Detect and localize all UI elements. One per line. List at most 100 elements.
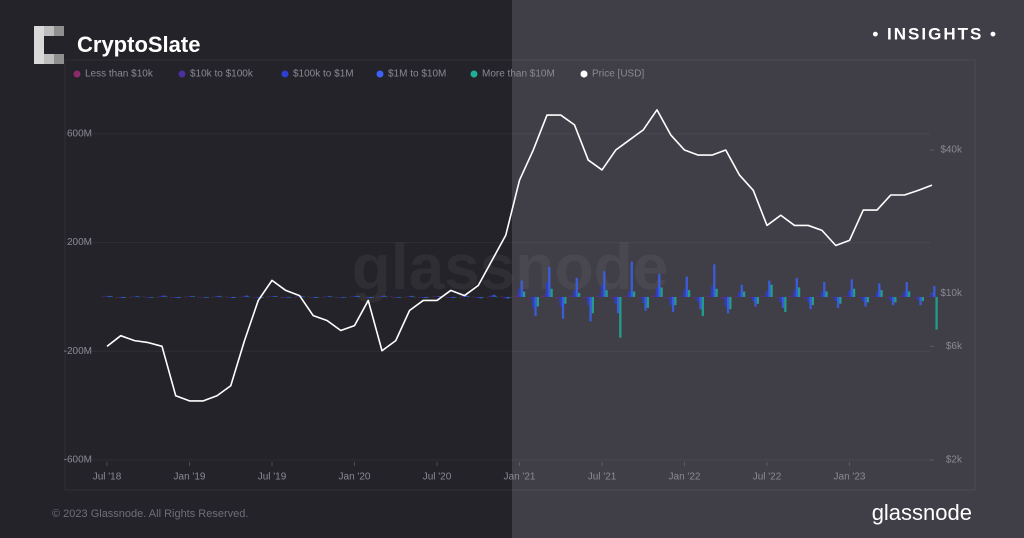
flow-bar (779, 296, 782, 303)
flow-bar (344, 296, 347, 298)
flow-bar (289, 296, 292, 298)
flow-bar (839, 296, 842, 304)
flow-bar (701, 296, 704, 316)
flow-bar (781, 296, 785, 308)
flow-bar (516, 294, 519, 297)
flow-bar (761, 296, 764, 297)
flow-bar (328, 296, 331, 297)
footer-logo: glassnode (872, 500, 972, 525)
flow-bar (706, 296, 709, 297)
flow-bar (296, 296, 299, 298)
flow-bar (804, 296, 808, 299)
chart-frame (64, 59, 976, 491)
flow-bar (133, 296, 136, 297)
flow-bar (825, 291, 828, 297)
flow-bar (197, 296, 200, 298)
y2-tick-label: $6k (946, 341, 963, 352)
legend-label: $10k to $100k (190, 69, 254, 80)
flow-bar (275, 296, 278, 297)
flow-bar (639, 296, 643, 299)
x-tick-label: Jan '21 (504, 472, 536, 483)
flow-bar (536, 296, 539, 307)
flow-bar (683, 289, 686, 297)
flow-bar (362, 296, 365, 298)
flow-bar (495, 296, 498, 298)
flow-bar (486, 296, 489, 298)
flow-bar (183, 296, 187, 298)
flow-bar (795, 277, 798, 297)
flow-bar (626, 295, 629, 297)
flow-bar (610, 296, 613, 298)
flow-bar (355, 295, 358, 297)
flow-bar (417, 296, 420, 298)
flow-bar (756, 296, 759, 304)
flow-bar (685, 276, 688, 297)
flow-bar (875, 292, 879, 297)
flow-bar (889, 296, 892, 301)
flow-bar (912, 296, 915, 298)
flow-bar (419, 296, 423, 298)
flow-bar (921, 296, 924, 302)
flow-bar (807, 296, 810, 302)
flow-bar (284, 296, 287, 298)
flow-bar (518, 288, 521, 297)
flow-bar (891, 296, 895, 306)
flow-bar (591, 296, 594, 314)
y-tick-label: -200M (64, 346, 92, 357)
flow-bar (149, 296, 152, 298)
flow-bar (616, 296, 620, 314)
flow-bar (504, 296, 507, 299)
flow-bar (820, 291, 824, 297)
flow-bar (559, 296, 562, 307)
flow-bar (339, 296, 342, 298)
y2-tick-label: $10k (940, 288, 963, 299)
flow-bar (348, 296, 352, 298)
flow-bar (852, 288, 856, 297)
flow-bar (541, 295, 544, 297)
flow-bar (658, 273, 661, 297)
flow-bar (192, 296, 196, 297)
flow-bar (406, 296, 409, 298)
flow-bar (747, 296, 750, 298)
x-tick-label: Jan '23 (834, 472, 866, 483)
flow-bar (770, 284, 773, 297)
x-tick-label: Jan '19 (174, 472, 206, 483)
flow-bar (885, 296, 888, 298)
flow-bar (777, 296, 780, 299)
flow-bar (568, 296, 572, 297)
flow-bar (561, 296, 565, 319)
flow-bar (660, 287, 663, 297)
flow-bar (438, 296, 441, 297)
flow-bar (752, 296, 755, 302)
flow-bar (234, 296, 237, 298)
flow-bar (830, 296, 833, 298)
flow-bar (302, 296, 306, 298)
flow-bar (713, 264, 716, 297)
flow-bar (930, 292, 934, 297)
flow-bar (202, 296, 205, 298)
flow-bar (165, 296, 168, 298)
flow-bar (637, 296, 640, 298)
flow-bar (135, 296, 138, 297)
legend-swatch (73, 70, 81, 78)
flow-bar (917, 296, 920, 301)
flow-bar (935, 296, 938, 330)
y-tick-label: -600M (64, 455, 92, 466)
flow-bar (121, 296, 125, 299)
flow-bar (206, 296, 209, 298)
background-right (512, 0, 1024, 538)
flow-bar (280, 296, 283, 298)
flow-bar (380, 295, 384, 297)
flow-bar (598, 294, 601, 297)
flow-bar (878, 283, 881, 297)
flow-bar (286, 296, 290, 298)
flow-bar (426, 296, 429, 298)
flow-bar (736, 295, 739, 297)
flow-bar (463, 295, 466, 297)
flow-bar (477, 296, 480, 299)
flow-bar (724, 296, 727, 307)
flow-bar (247, 296, 251, 298)
flow-bar (335, 296, 338, 298)
